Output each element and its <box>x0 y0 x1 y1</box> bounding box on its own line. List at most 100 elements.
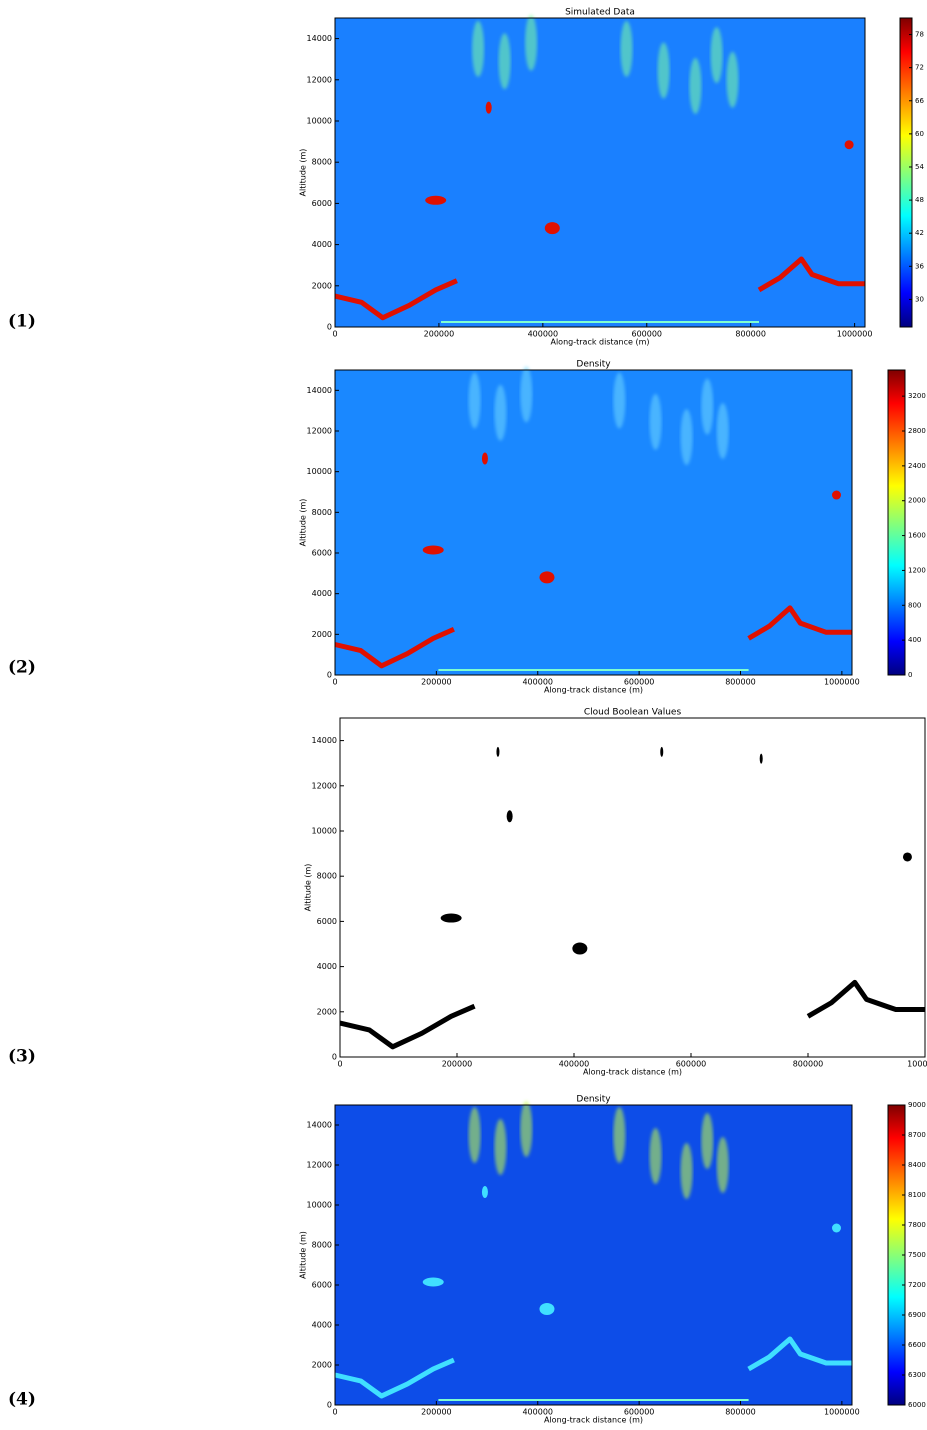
y-tick-label: 0 <box>327 1401 332 1410</box>
cloud-feature <box>481 452 488 465</box>
x-tick-label: 200000 <box>421 678 452 687</box>
colorbar-tick-label: 30 <box>915 295 924 303</box>
colorbar-tick-label: 3200 <box>908 392 926 400</box>
chart-title: Density <box>576 360 611 370</box>
y-tick-label: 8000 <box>317 872 337 881</box>
cloud-feature <box>468 372 481 429</box>
x-tick-label: 600000 <box>624 678 655 687</box>
colorbar-tick-label: 6000 <box>908 1401 926 1409</box>
y-tick-label: 2000 <box>312 281 332 290</box>
x-tick-label: 1000000 <box>907 1060 927 1069</box>
y-tick-label: 10000 <box>307 467 332 476</box>
cloud-feature <box>334 278 458 321</box>
cloud-feature <box>613 372 626 429</box>
colorbar-tick-label: 66 <box>915 97 924 105</box>
cloud-feature <box>334 1357 455 1399</box>
panel-label: (2) <box>8 658 36 678</box>
y-tick-label: 12000 <box>307 1161 332 1170</box>
cloud-feature <box>747 605 852 641</box>
x-tick-label: 200000 <box>421 1408 452 1417</box>
y-tick-label: 2000 <box>312 630 332 639</box>
colorbar <box>899 17 913 328</box>
x-tick-label: 0 <box>332 678 337 687</box>
x-tick-label: 800000 <box>725 1408 756 1417</box>
y-tick-label: 8000 <box>312 508 332 517</box>
colorbar-tick-label: 60 <box>915 130 924 138</box>
x-tick-label: 400000 <box>528 330 559 339</box>
heatmap-field <box>335 18 865 327</box>
plot-frame <box>339 717 926 1058</box>
y-tick-label: 10000 <box>312 827 337 836</box>
plot-frame <box>334 1104 853 1406</box>
cloud-feature <box>831 490 841 500</box>
x-tick-label: 200000 <box>424 330 455 339</box>
colorbar-tick-label: 42 <box>915 229 924 237</box>
x-tick-label: 600000 <box>624 1408 655 1417</box>
x-tick-label: 0 <box>332 1408 337 1417</box>
cloud-feature <box>726 51 739 108</box>
cloud-feature <box>806 979 925 1019</box>
cloud-feature <box>525 14 538 71</box>
cloud-feature <box>572 942 588 955</box>
colorbar-tick-label: 1600 <box>908 532 926 540</box>
x-axis-label: Along-track distance (m) <box>583 1068 682 1077</box>
plot-frame <box>334 17 866 328</box>
colorbar-tick-label: 8700 <box>908 1131 926 1139</box>
x-tick-label: 600000 <box>631 330 662 339</box>
colorbar-tick-label: 800 <box>908 601 921 609</box>
y-tick-label: 6000 <box>317 917 337 926</box>
cloud-feature <box>680 1143 693 1199</box>
cloud-feature <box>701 378 714 435</box>
y-tick-label: 4000 <box>312 240 332 249</box>
y-tick-label: 8000 <box>312 158 332 167</box>
y-tick-label: 6000 <box>312 1281 332 1290</box>
y-tick-label: 6000 <box>312 549 332 558</box>
cloud-feature <box>689 57 702 114</box>
cloud-feature <box>468 1107 481 1163</box>
x-tick-label: 800000 <box>793 1060 824 1069</box>
y-tick-label: 8000 <box>312 1241 332 1250</box>
chart-title: Density <box>576 1095 611 1105</box>
x-tick-label: 0 <box>332 330 337 339</box>
cloud-feature <box>539 571 555 584</box>
cloud-feature <box>425 195 447 205</box>
y-tick-label: 4000 <box>312 589 332 598</box>
y-tick-label: 4000 <box>317 962 337 971</box>
heatmap-field <box>340 718 925 1057</box>
x-tick-label: 800000 <box>725 678 756 687</box>
y-tick-label: 14000 <box>307 34 332 43</box>
cloud-feature <box>649 1128 662 1184</box>
x-axis-label: Along-track distance (m) <box>550 338 649 347</box>
cloud-feature <box>747 1336 852 1372</box>
y-tick-label: 12000 <box>307 427 332 436</box>
cloud-feature <box>494 384 507 441</box>
plot-area <box>334 366 852 675</box>
cloud-feature <box>485 101 492 114</box>
y-tick-label: 2000 <box>312 1361 332 1370</box>
cloud-feature <box>494 1119 507 1175</box>
heatmap-field <box>335 1105 852 1405</box>
plot-frame <box>334 369 853 676</box>
cloud-feature <box>422 1277 444 1287</box>
y-axis-label: Altitude (m) <box>299 1231 308 1279</box>
chart-title: Simulated Data <box>565 8 635 18</box>
colorbar-tick-label: 0 <box>908 671 912 679</box>
colorbar-tick-label: 400 <box>908 636 921 644</box>
y-tick-label: 14000 <box>312 736 337 745</box>
colorbar-tick-label: 2000 <box>908 497 926 505</box>
colorbar <box>887 369 906 676</box>
x-tick-label: 400000 <box>559 1060 590 1069</box>
x-tick-label: 400000 <box>522 1408 553 1417</box>
x-tick-label: 800000 <box>735 330 766 339</box>
colorbar-tick-label: 7800 <box>908 1221 926 1229</box>
cloud-feature <box>613 1107 626 1163</box>
y-tick-label: 0 <box>332 1053 337 1062</box>
colorbar-tick-label: 8400 <box>908 1161 926 1169</box>
cloud-feature <box>506 810 513 823</box>
colorbar-tick-label: 2800 <box>908 427 926 435</box>
y-tick-label: 2000 <box>317 1007 337 1016</box>
y-tick-label: 4000 <box>312 1321 332 1330</box>
colorbar-tick-label: 2400 <box>908 462 926 470</box>
x-tick-label: 1000000 <box>824 1408 860 1417</box>
plot-area <box>339 718 925 1057</box>
